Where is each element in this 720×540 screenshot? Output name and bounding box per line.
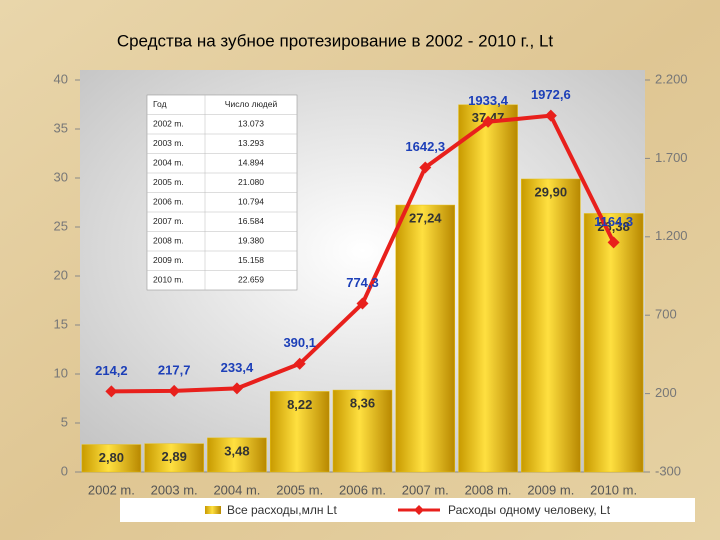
- legend-swatch: [205, 506, 221, 514]
- y-tick-label: 15: [54, 316, 68, 331]
- y2-tick-label: 1.200: [655, 228, 688, 243]
- table-cell: 15.158: [238, 255, 264, 265]
- y-tick-label: 0: [61, 463, 68, 478]
- x-tick-label: 2009 m.: [527, 482, 574, 497]
- y2-tick-label: 1.700: [655, 150, 688, 165]
- bar-value-label: 8,22: [287, 397, 312, 412]
- legend-swatch: [414, 505, 424, 515]
- line-point: [356, 297, 369, 310]
- x-tick-label: 2007 m.: [402, 482, 449, 497]
- table-cell: 13.073: [238, 119, 264, 129]
- line-point: [607, 236, 620, 249]
- line-point: [482, 115, 495, 128]
- y2-tick-label: 700: [655, 307, 677, 322]
- y-tick-label: 30: [54, 169, 68, 184]
- table-cell: 2009 m.: [153, 255, 184, 265]
- bar-value-label: 2,80: [99, 450, 124, 465]
- bar-value-label: 27,24: [409, 210, 442, 225]
- table-cell: 2007 m.: [153, 216, 184, 226]
- x-tick-label: 2008 m.: [465, 482, 512, 497]
- table-cell: 2004 m.: [153, 158, 184, 168]
- bar: [458, 104, 518, 473]
- y-tick-label: 10: [54, 365, 68, 380]
- legend-label: Все расходы,млн Lt: [227, 503, 337, 517]
- y-tick-label: 20: [54, 267, 68, 282]
- table-cell: 2008 m.: [153, 236, 184, 246]
- table-cell: 19.380: [238, 236, 264, 246]
- x-tick-label: 2004 m.: [213, 482, 260, 497]
- line-value-label: 1164,3: [594, 214, 633, 229]
- table-cell: 22.659: [238, 275, 264, 285]
- bar-value-label: 29,90: [535, 184, 568, 199]
- table-cell: 14.894: [238, 158, 264, 168]
- line-point: [419, 161, 432, 174]
- line-point: [168, 384, 181, 397]
- y2-tick-label: 200: [655, 385, 677, 400]
- table-header: Год: [153, 99, 167, 109]
- line-value-label: 214,2: [95, 363, 128, 378]
- line-value-label: 233,4: [221, 360, 254, 375]
- y-tick-label: 40: [54, 71, 68, 86]
- table-cell: 13.293: [238, 138, 264, 148]
- bar: [144, 443, 204, 473]
- y2-tick-label: 2.200: [655, 71, 688, 86]
- line-point: [105, 385, 118, 398]
- chart-title: Средства на зубное протезирование в 2002…: [117, 31, 554, 50]
- table-cell: 2002 m.: [153, 119, 184, 129]
- y-tick-label: 5: [61, 414, 68, 429]
- table-header: Число людей: [225, 99, 278, 109]
- bar-value-label: 2,89: [162, 449, 187, 464]
- legend-label: Расходы одному человеку, Lt: [448, 503, 611, 517]
- bar: [81, 444, 142, 473]
- bar: [332, 389, 393, 473]
- table-cell: 2010 m.: [153, 275, 184, 285]
- table-cell: 21.080: [238, 177, 264, 187]
- x-tick-label: 2003 m.: [151, 482, 198, 497]
- table-cell: 2003 m.: [153, 138, 184, 148]
- y-tick-label: 25: [54, 218, 68, 233]
- line-point: [230, 382, 243, 395]
- line-point: [544, 109, 557, 122]
- line-value-label: 390,1: [283, 335, 316, 350]
- line-point: [293, 357, 306, 370]
- table-cell: 16.584: [238, 216, 264, 226]
- table-cell: 2005 m.: [153, 177, 184, 187]
- y2-tick-label: -300: [655, 463, 681, 478]
- x-tick-label: 2002 m.: [88, 482, 135, 497]
- table-cell: 2006 m.: [153, 197, 184, 207]
- table-cell: 10.794: [238, 197, 264, 207]
- line-value-label: 217,7: [158, 362, 191, 377]
- bar: [583, 213, 644, 473]
- bar: [269, 391, 330, 473]
- line-value-label: 1642,3: [405, 139, 445, 154]
- line-value-label: 1972,6: [531, 87, 571, 102]
- line-value-label: 1933,4: [468, 93, 509, 108]
- x-tick-label: 2005 m.: [276, 482, 323, 497]
- line-value-label: 774,3: [346, 275, 379, 290]
- y-tick-label: 35: [54, 120, 68, 135]
- x-tick-label: 2006 m.: [339, 482, 386, 497]
- bar: [207, 437, 267, 473]
- bar-value-label: 3,48: [224, 443, 249, 458]
- bar: [395, 204, 456, 473]
- bar-value-label: 8,36: [350, 396, 375, 411]
- x-tick-label: 2010 m.: [590, 482, 637, 497]
- bar: [521, 178, 581, 473]
